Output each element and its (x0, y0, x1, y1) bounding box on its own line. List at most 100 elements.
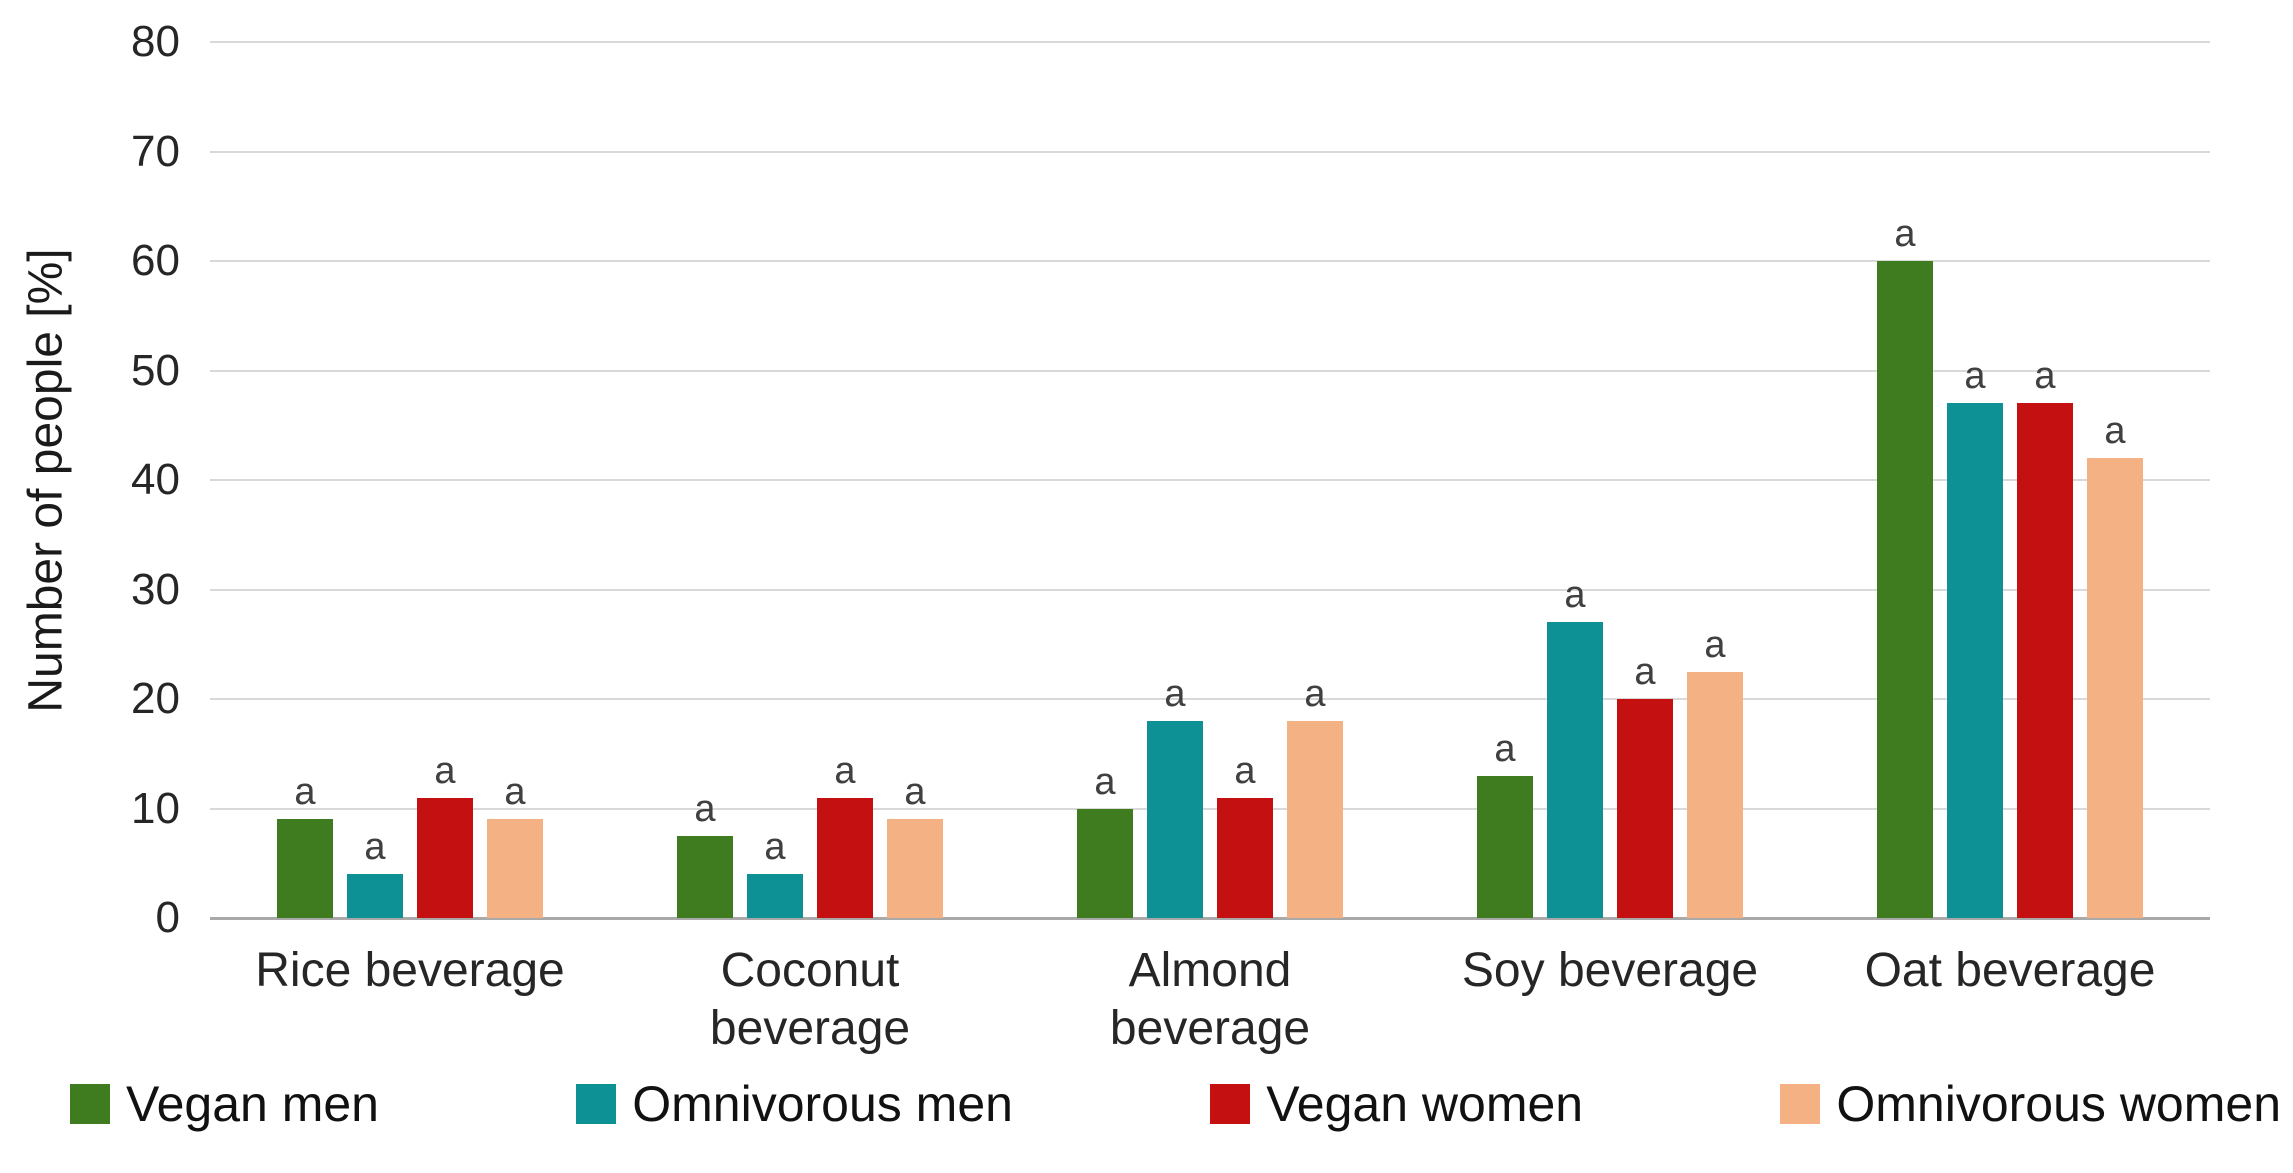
bar (677, 835, 733, 918)
bar-annotation: a (364, 826, 386, 869)
y-tick-label: 80 (131, 17, 180, 66)
bar-group: a a a a (610, 42, 1010, 918)
bar-annotation: a (1304, 672, 1326, 715)
legend-label: Omnivorous men (632, 1076, 1013, 1132)
bar (1617, 699, 1673, 918)
x-axis-line (210, 917, 2210, 920)
bar-group: a a a a (1010, 42, 1410, 918)
bar (347, 874, 403, 918)
bar-annotation: a (2104, 410, 2126, 453)
bar (1287, 720, 1343, 918)
bar-annotation: a (1164, 672, 1186, 715)
bar-wrap: a (277, 772, 333, 918)
bar-wrap: a (417, 751, 473, 918)
bar-group: a a a a (210, 42, 610, 918)
bar-wrap: a (2087, 411, 2143, 918)
bar (1547, 622, 1603, 918)
bar-wrap: a (1547, 575, 1603, 918)
gridline (210, 369, 2210, 372)
y-tick-label: 20 (131, 674, 180, 723)
legend-label: Vegan women (1266, 1076, 1584, 1132)
y-tick-label: 50 (131, 345, 180, 395)
bar-wrap: a (1947, 356, 2003, 918)
bar-annotation: a (1494, 727, 1516, 770)
bar-annotation: a (294, 771, 316, 814)
bar-wrap: a (347, 827, 403, 918)
bar-annotation: a (694, 787, 716, 830)
legend-item: Vegan men (70, 1075, 379, 1133)
y-tick-label: 10 (131, 783, 180, 833)
bar-annotation: a (1094, 760, 1116, 803)
category-label: Almond beverage (1109, 944, 1311, 1055)
category-label: Oat beverage (1864, 944, 2156, 997)
legend-item: Omnivorous men (576, 1075, 1013, 1133)
legend-label: Omnivorous women (1836, 1076, 2281, 1132)
bar-wrap: a (1617, 652, 1673, 918)
legend-swatch-icon (1780, 1084, 1821, 1124)
y-tick-label: 40 (131, 455, 180, 504)
bar-wrap: a (1877, 214, 1933, 918)
bar-group: a a a a (1410, 42, 1810, 918)
bar-annotation: a (764, 826, 786, 869)
legend-item: Omnivorous women (1780, 1075, 2281, 1133)
bar-wrap: a (677, 789, 733, 918)
bar (1217, 797, 1273, 918)
bar-wrap: a (1147, 674, 1203, 918)
bar (1077, 808, 1133, 918)
bar (2017, 403, 2073, 918)
bar (1147, 720, 1203, 918)
gridline (210, 479, 2210, 481)
bar (1877, 261, 1933, 918)
y-tick-label: 0 (155, 893, 180, 942)
bar (2087, 458, 2143, 918)
bar-annotation: a (834, 749, 856, 792)
category-label: Soy beverage (1461, 944, 1759, 997)
bar (487, 819, 543, 918)
bar (1947, 403, 2003, 918)
legend-item: Vegan women (1210, 1075, 1583, 1133)
gridline (210, 260, 2210, 262)
bar (817, 797, 873, 918)
y-tick-label: 70 (131, 126, 180, 176)
category-label: Rice beverage (255, 944, 565, 997)
category-axis: Rice beverage Coconut beverage Almond beve… (210, 942, 2210, 1072)
bar-wrap: a (887, 772, 943, 918)
bar-wrap: a (1077, 760, 1133, 918)
gridline (210, 698, 2210, 700)
bar-wrap: a (487, 772, 543, 918)
bar (277, 819, 333, 918)
legend-swatch-icon (1210, 1084, 1251, 1124)
bar (417, 797, 473, 918)
category-label: Coconut beverage (709, 944, 911, 1055)
bar-wrap: a (1287, 674, 1343, 918)
bar-annotation: a (1634, 651, 1656, 693)
bar-wrap: a (2017, 356, 2073, 918)
bar-wrap: a (1477, 729, 1533, 918)
gridline (210, 150, 2210, 153)
bar-wrap: a (817, 751, 873, 918)
bar-annotation: a (1564, 574, 1586, 617)
bar (747, 874, 803, 918)
legend-swatch-icon (576, 1084, 617, 1124)
gridline (210, 41, 2210, 43)
bar-annotation: a (904, 771, 926, 814)
bar-annotation: a (504, 771, 526, 814)
bar-group: a a a a (1810, 42, 2210, 918)
bar-annotation: a (1704, 623, 1726, 666)
bar (1687, 671, 1743, 918)
gridline (210, 807, 2210, 810)
bar-wrap: a (1687, 625, 1743, 918)
bar-annotation: a (1234, 749, 1256, 792)
legend-label: Vegan men (126, 1076, 379, 1132)
bar-annotation: a (2034, 355, 2056, 398)
bar-annotation: a (1964, 355, 1986, 398)
y-tick-label: 60 (131, 236, 180, 285)
gridline (210, 588, 2210, 591)
bar-wrap: a (1217, 751, 1273, 918)
y-tick-label: 30 (131, 564, 180, 614)
legend: Vegan men Omnivorous men Vegan women Omnivo… (70, 1072, 2281, 1136)
plot-area: a a a a a a a a a a a a a a a a a a a a (210, 41, 2210, 920)
bar-wrap: a (747, 827, 803, 918)
bar (1477, 775, 1533, 918)
